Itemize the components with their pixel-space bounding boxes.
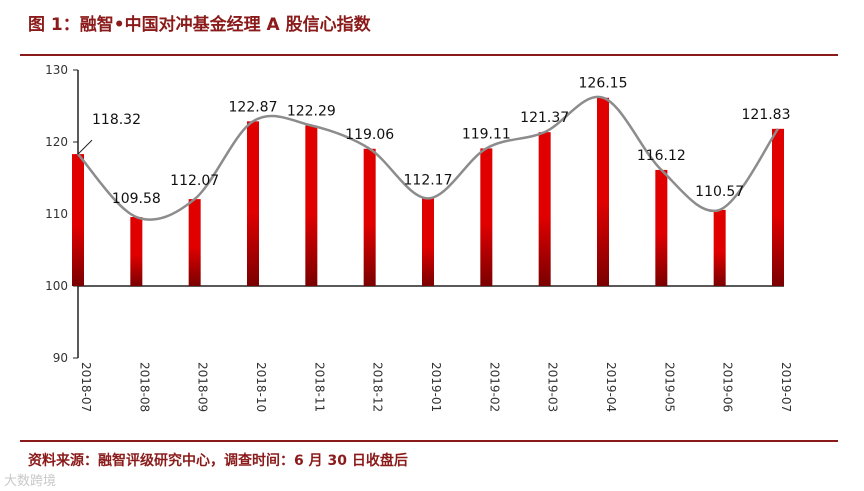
data-label-2018-12: 119.06 bbox=[345, 127, 394, 143]
trend-line bbox=[77, 95, 780, 221]
bar-2018-11 bbox=[305, 125, 318, 287]
x-tick-label: 2019-04 bbox=[604, 362, 618, 412]
top-divider bbox=[20, 54, 838, 56]
chart-data-labels: 118.32 109.58 112.07 122.87 122.29 119.06 112.… bbox=[77, 76, 791, 207]
x-tick-label: 2018-08 bbox=[137, 362, 151, 412]
chart-x-ticks: 2018-07 2018-08 2018-09 2018-10 2018-11 2018-… bbox=[79, 362, 793, 412]
data-label-2019-02: 119.11 bbox=[462, 126, 511, 142]
data-label-2018-10: 122.87 bbox=[229, 99, 278, 115]
chart-y-ticks: 90 100 110 120 130 bbox=[45, 63, 68, 365]
bar-2019-01 bbox=[422, 198, 434, 286]
data-label-2019-03: 121.37 bbox=[520, 110, 569, 126]
bar-2019-02 bbox=[480, 148, 493, 286]
bar-2019-03 bbox=[538, 132, 551, 286]
bar-2018-08 bbox=[130, 217, 143, 286]
x-tick-label: 2019-01 bbox=[429, 362, 443, 412]
bar-2018-12 bbox=[363, 148, 376, 286]
x-tick-label: 2018-12 bbox=[371, 362, 385, 412]
chart-area: 118.32 109.58 112.07 122.87 122.29 119.06 112.… bbox=[45, 63, 793, 412]
data-label-2019-01: 112.17 bbox=[404, 172, 453, 188]
bar-2019-05 bbox=[655, 169, 668, 286]
x-tick-label: 2018-07 bbox=[79, 362, 93, 412]
bar-2019-04 bbox=[597, 97, 609, 286]
data-label-2018-07: 118.32 bbox=[92, 112, 141, 128]
data-label-2018-09: 112.07 bbox=[170, 173, 219, 189]
y-tick-label: 120 bbox=[45, 135, 68, 149]
data-label-2019-07: 121.83 bbox=[742, 107, 791, 123]
x-tick-label: 2018-11 bbox=[312, 362, 326, 412]
x-tick-label: 2018-09 bbox=[196, 362, 210, 412]
bar-2019-07 bbox=[772, 128, 784, 286]
label-leader-line bbox=[77, 139, 93, 155]
bottom-divider bbox=[20, 440, 838, 442]
y-tick-label: 110 bbox=[45, 207, 68, 221]
y-tick-label: 90 bbox=[53, 351, 68, 365]
data-label-2018-08: 109.58 bbox=[112, 191, 161, 207]
x-tick-label: 2019-05 bbox=[662, 362, 676, 412]
watermark-text: 大数跨境 bbox=[4, 474, 57, 489]
x-tick-label: 2018-10 bbox=[254, 362, 268, 412]
y-tick-label: 130 bbox=[45, 63, 68, 77]
source-note: 资料来源：融智评级研究中心，调查时间：6 月 30 日收盘后 bbox=[28, 453, 408, 469]
data-label-2019-05: 116.12 bbox=[637, 148, 686, 164]
bar-2018-09 bbox=[188, 199, 201, 286]
x-tick-label: 2019-06 bbox=[721, 362, 735, 412]
x-tick-label: 2019-03 bbox=[546, 362, 560, 412]
data-label-2019-06: 110.57 bbox=[695, 184, 744, 200]
chart-title: 图 1：融智•中国对冲基金经理 A 股信心指数 bbox=[28, 15, 371, 35]
chart-bars bbox=[72, 97, 784, 287]
bar-2019-06 bbox=[713, 209, 726, 286]
data-label-2018-11: 122.29 bbox=[287, 104, 336, 120]
x-tick-label: 2019-07 bbox=[779, 362, 793, 412]
y-tick-label: 100 bbox=[45, 279, 68, 293]
bar-2018-07 bbox=[72, 154, 84, 286]
trend-line-group bbox=[77, 95, 780, 221]
x-tick-label: 2019-02 bbox=[487, 362, 501, 412]
data-label-2019-04: 126.15 bbox=[579, 76, 628, 92]
bar-2018-10 bbox=[247, 121, 259, 286]
